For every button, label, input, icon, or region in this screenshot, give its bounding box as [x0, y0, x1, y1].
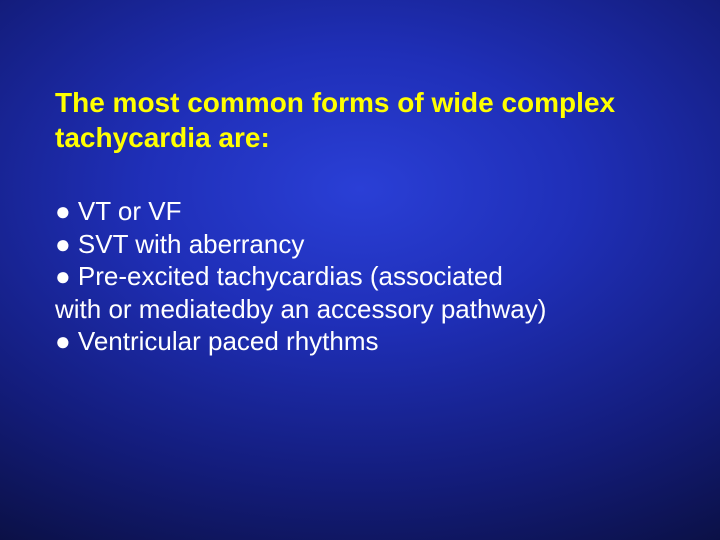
slide-body: ● VT or VF ● SVT with aberrancy ● Pre-ex… [55, 195, 665, 358]
slide-content: The most common forms of wide complex ta… [55, 85, 665, 358]
bullet-line: ● Pre-excited tachycardias (associated [55, 260, 665, 293]
bullet-line: ● VT or VF [55, 195, 665, 228]
slide-title: The most common forms of wide complex ta… [55, 85, 665, 155]
bullet-line: ● Ventricular paced rhythms [55, 325, 665, 358]
bullet-line: with or mediatedby an accessory pathway) [55, 293, 665, 326]
slide: The most common forms of wide complex ta… [0, 0, 720, 540]
bullet-line: ● SVT with aberrancy [55, 228, 665, 261]
